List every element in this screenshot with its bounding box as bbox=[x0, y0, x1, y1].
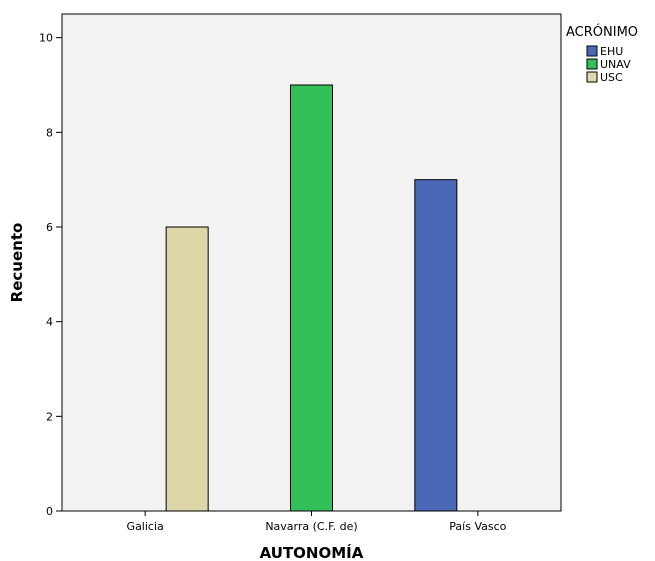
x-axis: Galicia Navarra (C.F. de) País Vasco bbox=[127, 511, 507, 533]
x-tick-label: Navarra (C.F. de) bbox=[265, 520, 357, 533]
bars bbox=[165, 84, 458, 512]
y-tick-label: 10 bbox=[39, 32, 53, 45]
legend-swatch-usc bbox=[586, 71, 598, 83]
legend-title: ACRÓNIMO bbox=[566, 24, 638, 40]
x-axis-label: AUTONOMÍA bbox=[260, 543, 364, 561]
legend-label: EHU bbox=[600, 45, 623, 58]
legend-label: USC bbox=[600, 71, 623, 84]
y-axis: 0 2 4 6 8 10 bbox=[39, 32, 62, 518]
y-tick-label: 0 bbox=[46, 505, 53, 518]
bar-ehu bbox=[414, 179, 458, 512]
legend-swatch-unav bbox=[586, 58, 598, 70]
y-tick-label: 2 bbox=[46, 410, 53, 423]
bar-usc bbox=[165, 226, 209, 512]
bar-unav bbox=[290, 84, 333, 512]
y-tick-label: 4 bbox=[46, 316, 53, 329]
x-tick-label: País Vasco bbox=[449, 520, 506, 533]
x-tick-label: Galicia bbox=[127, 520, 164, 533]
y-axis-label: Recuento bbox=[8, 223, 26, 303]
y-tick-label: 6 bbox=[46, 221, 53, 234]
y-tick-label: 8 bbox=[46, 126, 53, 139]
legend-label: UNAV bbox=[600, 58, 631, 71]
legend-swatch-ehu bbox=[586, 45, 598, 57]
